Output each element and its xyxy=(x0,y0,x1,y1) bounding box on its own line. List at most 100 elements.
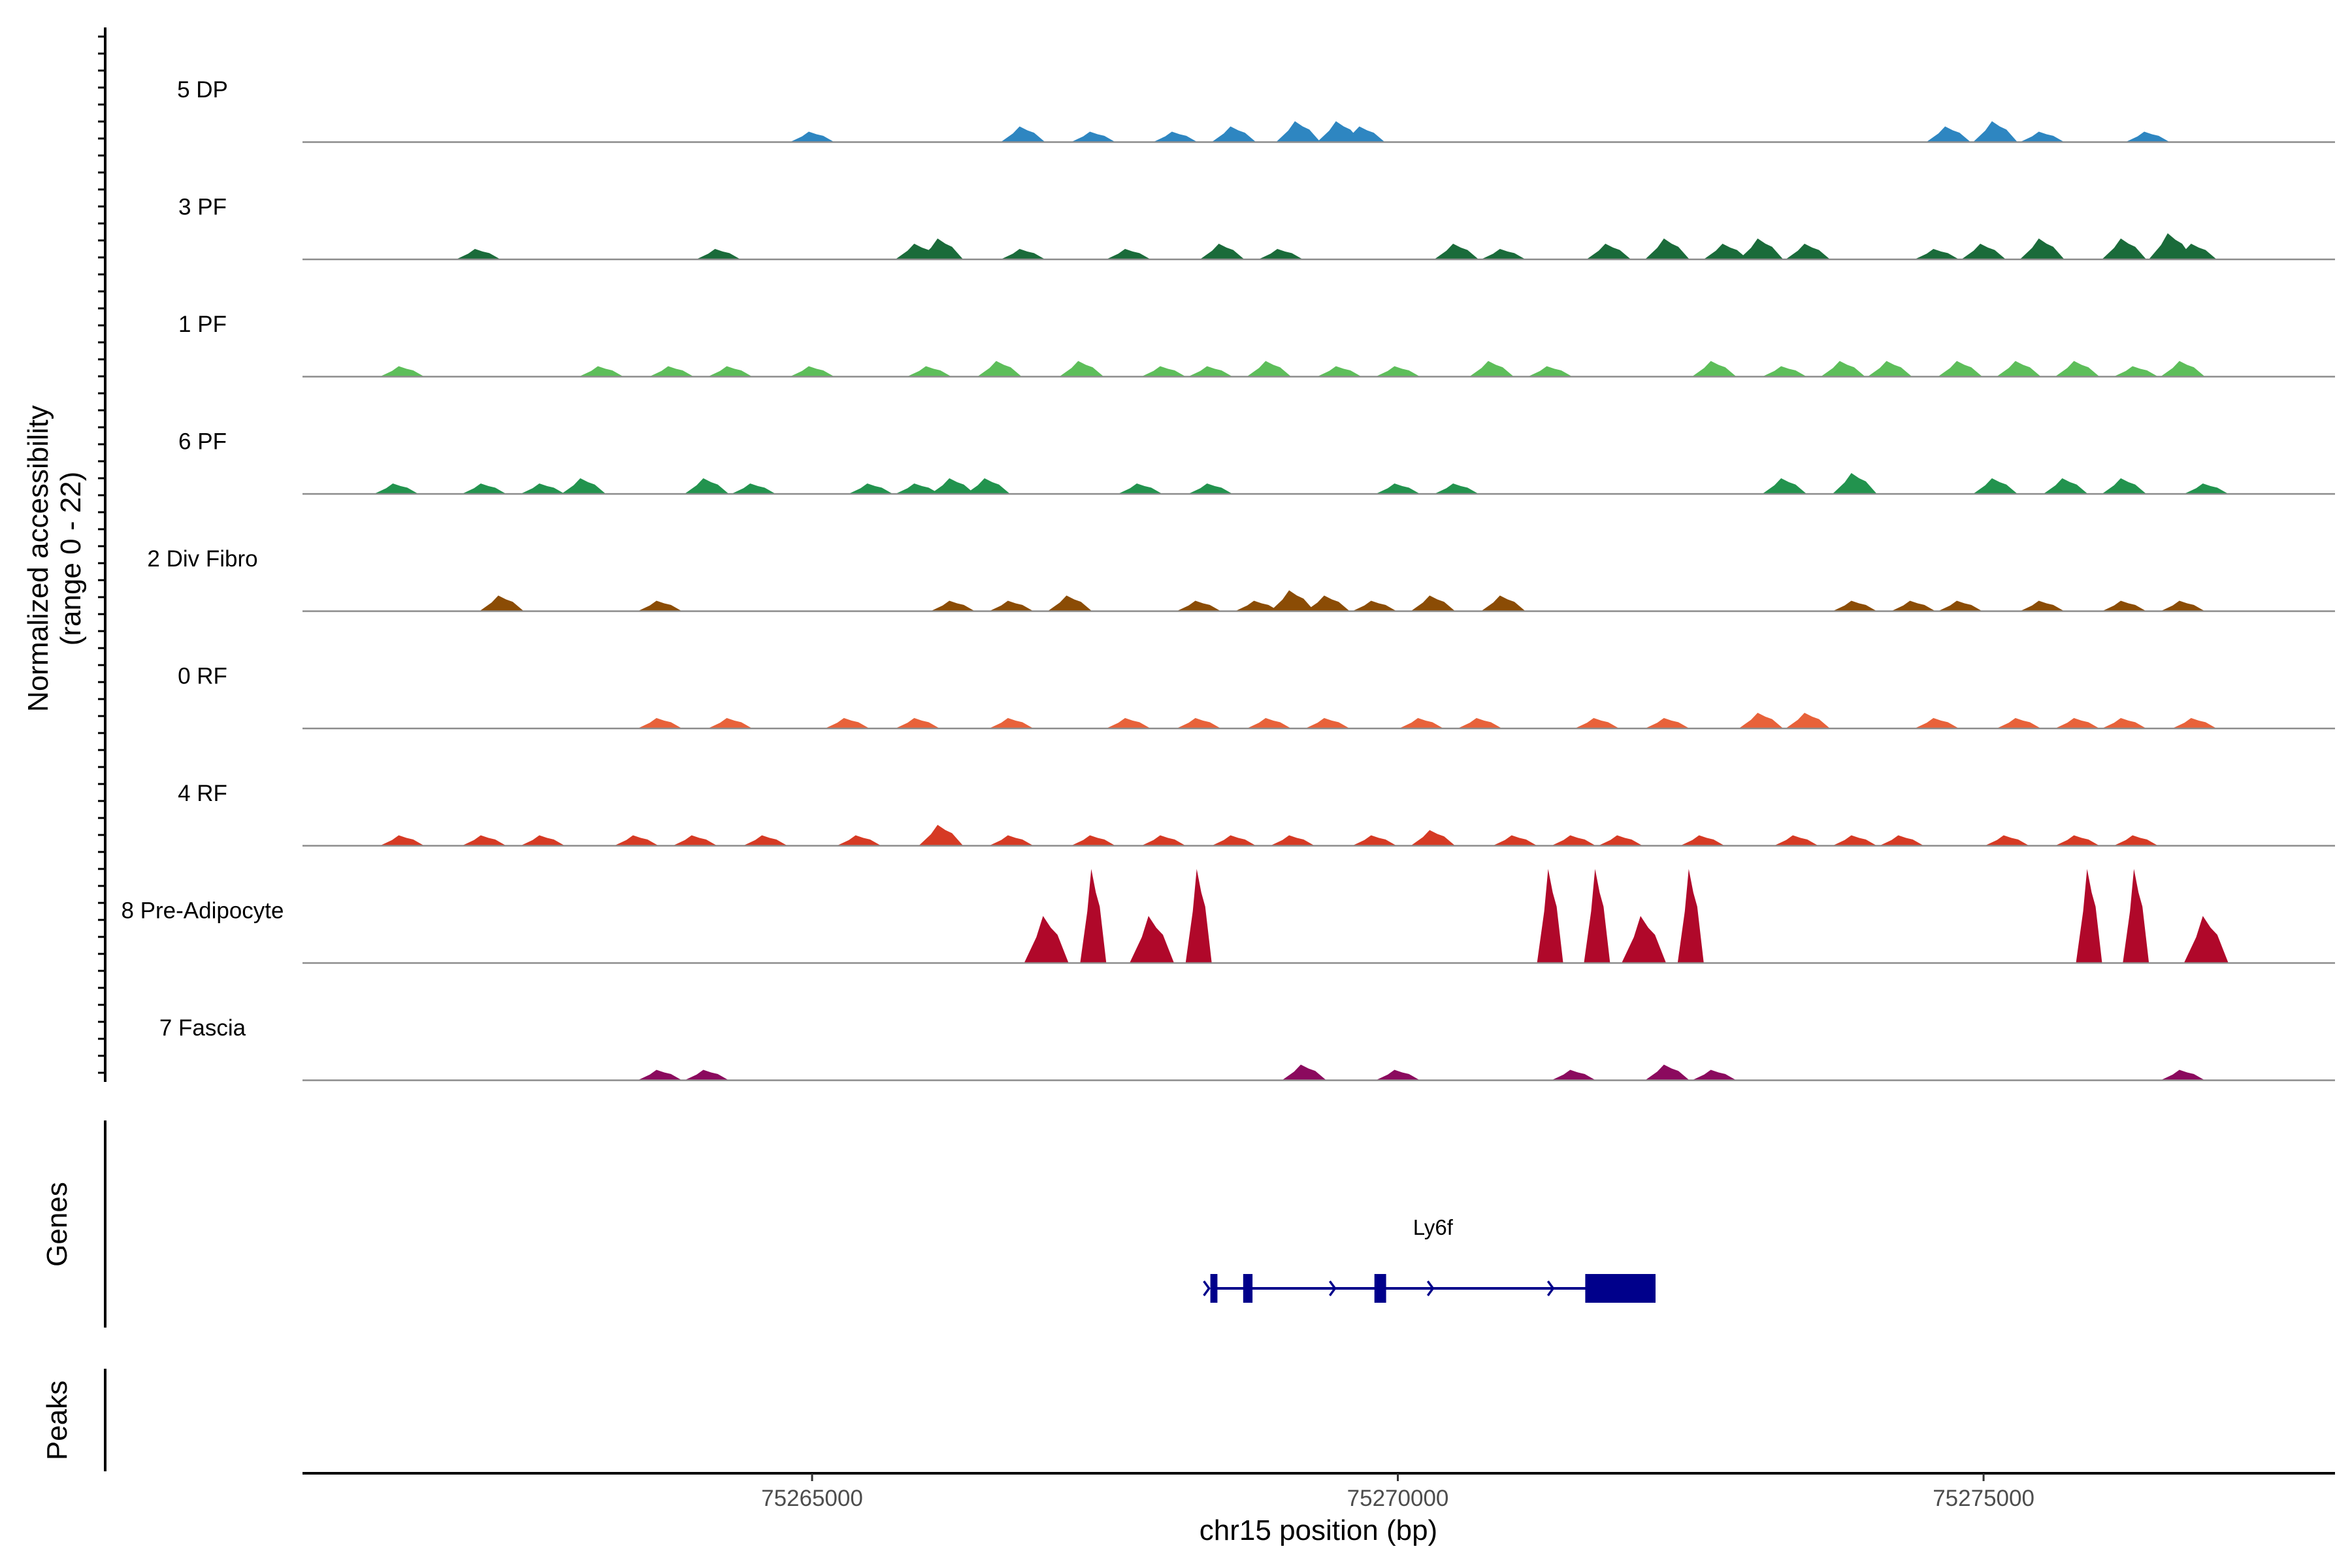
coverage-peak xyxy=(988,600,1034,612)
coverage-peak xyxy=(1188,366,1233,377)
coverage-peak xyxy=(380,835,425,846)
coverage-peak xyxy=(2160,1070,2205,1081)
coverage-peak xyxy=(1914,718,1959,728)
coverage-peak xyxy=(919,825,964,846)
coverage-peak xyxy=(1739,713,1784,728)
coverage-peak xyxy=(1352,600,1397,612)
coverage-peak xyxy=(1185,869,1212,963)
coverage-peak xyxy=(1644,238,1690,259)
coverage-peak xyxy=(456,249,500,259)
coverage-peak xyxy=(1644,718,1690,728)
coverage-peak xyxy=(1832,835,1877,846)
coverage-peak xyxy=(1984,835,2029,846)
gene-name-label: Ly6f xyxy=(1413,1215,1454,1239)
coverage-peak xyxy=(2114,835,2159,846)
track-6-pf: 6 PF xyxy=(178,429,2335,495)
coverage-peak xyxy=(1786,244,1831,259)
strand-arrow-icon xyxy=(1546,1280,1555,1297)
coverage-peak xyxy=(1411,595,1456,612)
coverage-peak xyxy=(2125,131,2170,142)
coverage-peak xyxy=(461,835,506,846)
track-label: 3 PF xyxy=(178,195,227,220)
coverage-peak xyxy=(907,366,952,377)
coverage-peak xyxy=(1598,835,1643,846)
peaks-panel-title: Peaks xyxy=(41,1380,73,1460)
coverage-peak xyxy=(520,483,565,494)
coverage-peak xyxy=(696,249,741,259)
coverage-peak xyxy=(2102,478,2147,494)
track-label: 1 PF xyxy=(178,312,227,337)
coverage-peak xyxy=(1537,869,1563,963)
track-1-pf: 1 PF xyxy=(178,312,2335,378)
coverage-peak xyxy=(1399,718,1444,728)
coverage-peak xyxy=(2076,869,2102,963)
coverage-peak xyxy=(1106,718,1151,728)
coverage-peak xyxy=(2172,718,2217,728)
coverage-peak xyxy=(1176,718,1221,728)
coverage-peak xyxy=(790,366,834,377)
coverage-peak xyxy=(637,600,682,612)
coverage-peak xyxy=(2043,478,2088,494)
coverage-peak xyxy=(1375,1070,1420,1081)
coverage-peak xyxy=(1000,249,1045,259)
coverage-peak xyxy=(1480,595,1526,612)
coverage-peak xyxy=(1305,595,1350,612)
gene-track: Ly6f xyxy=(1203,1215,1656,1303)
coverage-peak xyxy=(1411,830,1456,846)
coverage-peak xyxy=(895,483,940,494)
coverage-peak xyxy=(684,1070,729,1081)
coverage-peak xyxy=(1996,361,2041,377)
coverage-peak xyxy=(1106,249,1151,259)
coverage-peak xyxy=(988,835,1034,846)
coverage-peak xyxy=(2160,600,2205,612)
strand-arrow-icon xyxy=(1426,1280,1435,1297)
coverage-peak xyxy=(637,1070,682,1081)
track-3-pf: 3 PF xyxy=(178,195,2335,261)
coverage-peak xyxy=(2019,131,2065,142)
coverage-peak xyxy=(1762,366,1807,377)
coverage-peak xyxy=(1480,249,1526,259)
coverage-peak xyxy=(1071,131,1116,142)
coverage-peak xyxy=(1118,483,1163,494)
coverage-peak xyxy=(2183,483,2229,494)
coverage-tracks: 5 DP 3 PF 1 PF 6 PF 2 Div Fibro 0 RF 4 RF 8 Pre… xyxy=(121,77,2335,1081)
track-label: 5 DP xyxy=(177,77,228,103)
coverage-peak xyxy=(895,718,940,728)
coverage-peak xyxy=(1434,244,1479,259)
coverage-peak xyxy=(1973,121,2017,142)
y-axis-title-line1: Normalized accessibility xyxy=(22,405,54,711)
coverage-peak xyxy=(708,366,753,377)
strand-arrow-icon xyxy=(1203,1280,1211,1297)
coverage-peak xyxy=(1130,916,1174,963)
coverage-peak xyxy=(1340,126,1385,142)
coverage-peak xyxy=(1879,835,1924,846)
coverage-peak xyxy=(848,483,893,494)
coverage-peak xyxy=(930,600,975,612)
coverage-peak xyxy=(1691,361,1737,377)
coverage-peak xyxy=(2160,361,2205,377)
coverage-peak xyxy=(2019,238,2065,259)
coverage-peak xyxy=(1469,361,1514,377)
coverage-peak xyxy=(2055,835,2100,846)
coverage-peak xyxy=(1080,869,1107,963)
coverage-peak xyxy=(1176,600,1221,612)
coverage-peak xyxy=(977,361,1022,377)
coverage-peak xyxy=(1059,361,1104,377)
coverage-peak xyxy=(1152,131,1198,142)
coverage-peak xyxy=(1644,1064,1690,1081)
gene-exon xyxy=(1243,1274,1253,1303)
coverage-peak xyxy=(637,718,682,728)
coverage-peak xyxy=(684,478,729,494)
coverage-peak xyxy=(836,835,881,846)
coverage-peak xyxy=(919,238,964,259)
coverage-peak xyxy=(1575,718,1620,728)
track-label: 0 RF xyxy=(178,664,227,689)
gene-exon xyxy=(1374,1274,1386,1303)
coverage-peak xyxy=(1774,835,1819,846)
coverage-peak xyxy=(1586,244,1631,259)
coverage-peak xyxy=(1211,126,1256,142)
strand-arrow-icon xyxy=(1328,1280,1337,1297)
gene-exon xyxy=(1585,1274,1656,1303)
coverage-peak xyxy=(2102,238,2147,259)
